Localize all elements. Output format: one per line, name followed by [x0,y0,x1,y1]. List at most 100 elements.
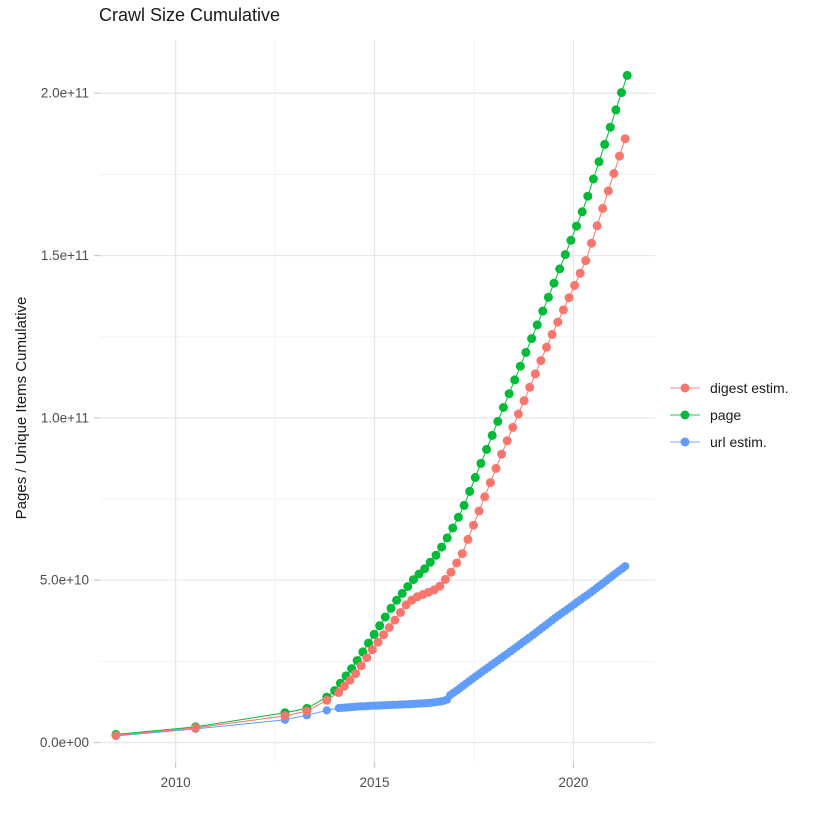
data-point [553,317,563,327]
data-point [617,88,626,98]
legend-label: digest estim. [710,380,789,396]
x-tick-label: 2015 [359,775,389,790]
data-point [414,569,424,579]
data-point [485,478,495,488]
data-point [594,157,604,167]
data-point [519,396,529,406]
data-point [570,281,580,290]
data-point [583,191,593,201]
data-point [369,629,379,639]
data-point [452,558,462,568]
data-point [502,436,512,446]
data-point [538,306,548,316]
data-point [487,430,497,440]
y-tick-label: 2.0e+11 [41,86,89,101]
data-point [469,520,478,530]
data-point [420,564,430,574]
data-point [611,105,621,115]
data-point [446,567,456,577]
data-point [560,250,570,260]
data-point [525,382,535,392]
x-tick-label: 2020 [558,775,588,790]
data-point [463,534,473,544]
series-url-estim [111,562,630,741]
data-point [558,305,568,315]
data-point [453,512,463,522]
data-point [572,221,581,231]
data-point [345,675,355,685]
y-tick-label: 0.0e+00 [40,735,89,750]
data-point [622,70,632,80]
legend-entry: url estim. [668,434,789,450]
data-point [111,730,121,740]
data-point [379,630,389,640]
data-point [384,623,394,632]
series-digest-estim [111,134,630,740]
data-point [437,542,447,552]
x-tick-label: 2010 [161,775,191,790]
legend-key-icon [670,383,700,393]
data-point [566,235,576,245]
data-point [515,361,525,371]
data-point [598,203,608,213]
data-point [480,492,490,502]
data-point [600,139,610,149]
data-point [587,238,596,248]
data-point [620,134,630,144]
data-point [504,389,514,399]
data-point [392,595,402,605]
data-point [497,449,507,459]
data-point [390,615,400,625]
data-point [609,169,619,178]
data-point [362,653,372,663]
data-point [302,706,312,716]
data-point [575,268,585,278]
data-point [493,416,503,426]
data-point [322,695,332,705]
data-point [564,293,574,303]
data-point [470,472,480,482]
data-point [543,292,553,302]
data-point [386,603,396,613]
legend-label: page [710,407,742,423]
legend: digest estim. page url estim. [668,380,789,450]
data-point [435,581,445,591]
data-point [592,221,602,231]
data-point [621,562,630,571]
data-point [532,320,542,330]
data-point [555,264,565,274]
data-point [549,278,559,288]
legend-entry: page [668,407,789,423]
data-point [380,612,390,622]
data-point [491,463,501,473]
legend-key-icon [670,437,700,447]
data-point [356,661,366,671]
data-point [536,356,546,366]
data-point [440,574,450,584]
data-point [465,486,475,496]
data-point [367,645,377,655]
data-point [334,688,344,697]
data-point [530,369,540,379]
data-point [448,523,458,533]
data-point [510,375,520,385]
legend-entry: digest estim. [668,380,789,396]
data-point [476,458,486,468]
data-point [547,329,557,339]
y-tick-label: 5.0e+10 [40,573,89,588]
data-point [431,550,441,560]
data-point [513,409,523,419]
data-point [339,681,349,691]
series-line [115,75,628,735]
y-tick-label: 1.5e+11 [41,248,89,263]
y-tick-label: 1.0e+11 [41,410,89,425]
data-point [409,575,418,585]
data-point [581,256,591,266]
data-point [457,549,467,559]
data-point [425,557,435,567]
data-point [351,669,361,679]
chart-title: Crawl Size Cumulative [99,5,281,25]
data-point [396,608,405,617]
